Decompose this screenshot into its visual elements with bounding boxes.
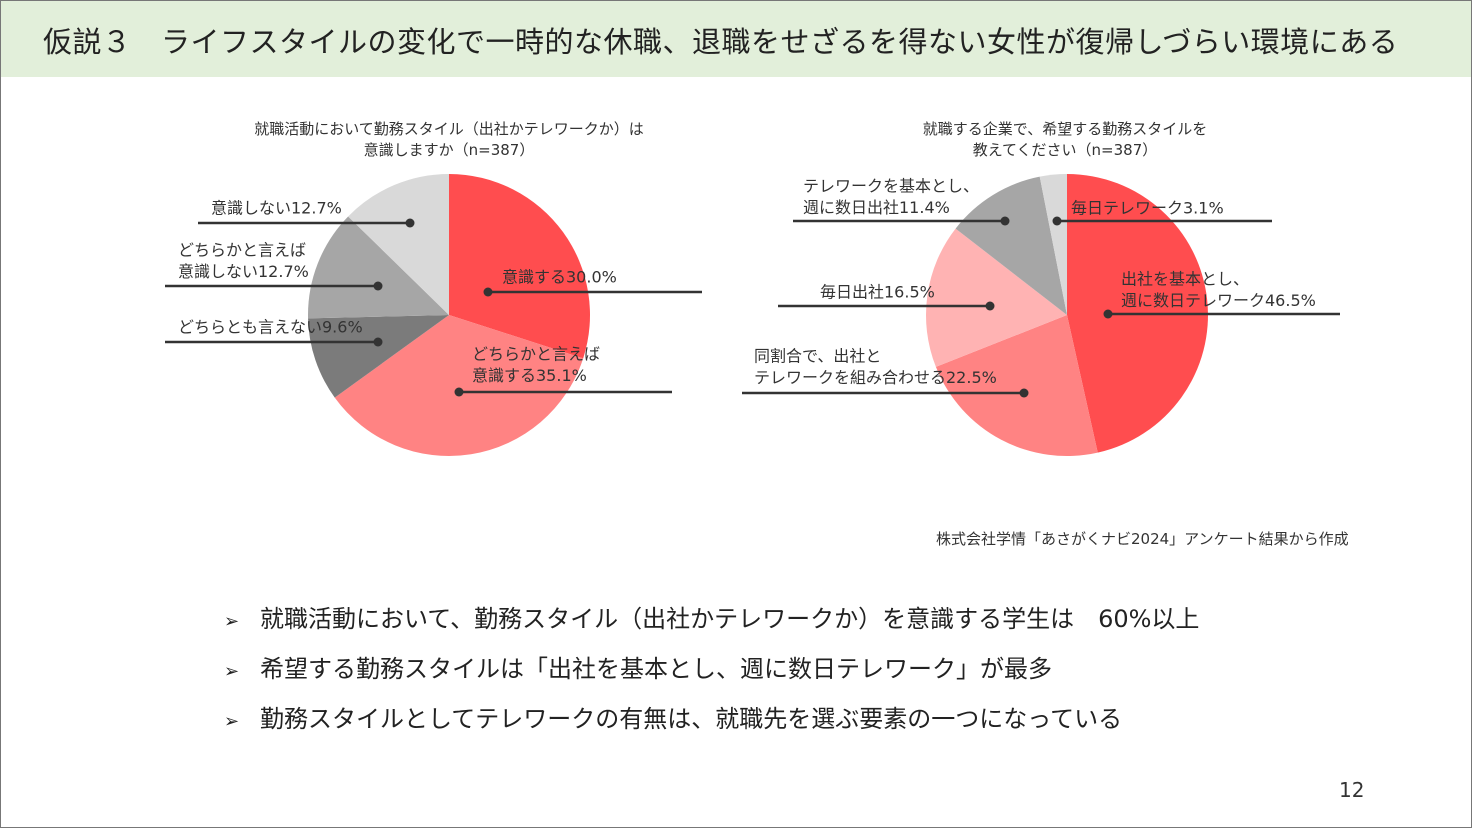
title-bar: 仮説３ ライフスタイルの変化で一時的な休職、退職をせざるを得ない女性が復帰しづら…	[1, 1, 1471, 77]
slice-label-line: 出社を基本とし、	[1121, 270, 1249, 289]
pie-chart-1: 意識する30.0%どちらかと言えば意識する35.1%どちらとも言えない9.6%ど…	[165, 174, 702, 456]
arrow-bullet-icon: ➢	[224, 711, 240, 732]
slice-label-line: テレワークを組み合わせる22.5%	[754, 368, 997, 387]
bullet-item: ➢ 希望する勤務スタイルは「出社を基本とし、週に数日テレワーク」が最多	[224, 650, 1199, 700]
leader-dot	[373, 281, 383, 291]
chart-1-title-line-2: 意識しますか（n=387）	[363, 141, 535, 159]
pie-slice	[449, 174, 590, 359]
slice-label-line: どちらかと言えば	[472, 345, 600, 364]
pie-slice	[348, 174, 449, 315]
chart-2-title: 就職する企業で、希望する勤務スタイルを 教えてください（n=387）	[884, 119, 1246, 161]
pie-slice	[925, 228, 1067, 367]
bullet-text: 勤務スタイルとしてテレワークの有無は、就職先を選ぶ要素の一つになっている	[260, 705, 1123, 733]
slice-label-line: 意識しない12.7%	[211, 199, 342, 218]
pie-slice	[308, 216, 449, 319]
slice-label: どちらかと言えば意識する35.1%	[472, 345, 600, 386]
slice-label-line: 意識する35.1%	[472, 366, 587, 385]
chart-2-title-line-1: 就職する企業で、希望する勤務スタイルを	[922, 120, 1208, 138]
pie-slice	[334, 315, 584, 456]
bullet-item: ➢ 就職活動において、勤務スタイル（出社かテレワークか）を意識する学生は 60%以…	[224, 600, 1199, 650]
slice-label-line: 意識する30.0%	[502, 268, 617, 287]
slice-label-line: どちらとも言えない9.6%	[178, 318, 363, 337]
slice-label: 毎日出社16.5%	[820, 283, 935, 302]
slice-label-line: テレワークを基本とし、	[803, 177, 979, 196]
leader-dot	[454, 387, 464, 397]
slice-label: 意識する30.0%	[502, 268, 617, 287]
leader-dot	[483, 287, 493, 297]
pie-chart-2: 出社を基本とし、週に数日テレワーク46.5% 同割合で、出社とテレワークを組み合わ…	[742, 174, 1340, 456]
page-number: 12	[1339, 778, 1365, 802]
bullet-text: 就職活動において、勤務スタイル（出社かテレワークか）を意識する学生は 60%以上	[260, 605, 1200, 633]
leader-dot	[1052, 216, 1062, 226]
slice-label-line: 毎日テレワーク3.1%	[1071, 199, 1224, 218]
arrow-bullet-icon: ➢	[224, 611, 240, 632]
slice-label: どちらとも言えない9.6%	[178, 318, 363, 337]
slice-label: テレワークを基本とし、週に数日出社11.4%	[803, 177, 979, 218]
pie-slice	[308, 315, 449, 398]
slide-title: 仮説３ ライフスタイルの変化で一時的な休職、退職をせざるを得ない女性が復帰しづら…	[43, 25, 1399, 59]
leader-dot	[1000, 216, 1010, 226]
bullet-list: ➢ 就職活動において、勤務スタイル（出社かテレワークか）を意識する学生は 60%以…	[224, 600, 1199, 750]
chart-1-title-line-1: 就職活動において勤務スタイル（出社かテレワークか）は	[254, 120, 644, 138]
bullet-item: ➢ 勤務スタイルとしてテレワークの有無は、就職先を選ぶ要素の一つになっている	[224, 700, 1199, 750]
slice-label: どちらかと言えば意識しない12.7%	[178, 241, 309, 282]
pie-slice	[1039, 174, 1067, 315]
slice-label: 出社を基本とし、週に数日テレワーク46.5%	[1121, 270, 1316, 311]
slice-label: 意識しない12.7%	[211, 199, 342, 218]
leader-dot	[1019, 388, 1029, 398]
slice-label: 毎日テレワーク3.1%	[1071, 199, 1224, 218]
source-note: 株式会社学情「あさがくナビ2024」アンケート結果から作成	[936, 530, 1349, 548]
slice-label: 同割合で、出社とテレワークを組み合わせる22.5%	[754, 347, 997, 388]
slice-label-line: 意識しない12.7%	[178, 262, 309, 281]
slice-label-line: 週に数日テレワーク46.5%	[1121, 291, 1316, 310]
slice-label-line: 週に数日出社11.4%	[803, 198, 950, 217]
chart-1-title: 就職活動において勤務スタイル（出社かテレワークか）は 意識しますか（n=387）	[229, 119, 669, 161]
slice-label-line: 毎日出社16.5%	[820, 283, 935, 302]
pie-slice	[955, 176, 1067, 315]
pie-slice	[935, 315, 1098, 456]
arrow-bullet-icon: ➢	[224, 661, 240, 682]
leader-dot	[405, 218, 415, 228]
bullet-text: 希望する勤務スタイルは「出社を基本とし、週に数日テレワーク」が最多	[260, 655, 1052, 683]
leader-dot	[1103, 309, 1113, 319]
leader-dot	[373, 337, 383, 347]
slice-label-line: どちらかと言えば	[178, 241, 306, 260]
leader-dot	[985, 301, 995, 311]
chart-2-title-line-2: 教えてください（n=387）	[972, 141, 1158, 159]
slice-label-line: 同割合で、出社と	[754, 347, 881, 366]
